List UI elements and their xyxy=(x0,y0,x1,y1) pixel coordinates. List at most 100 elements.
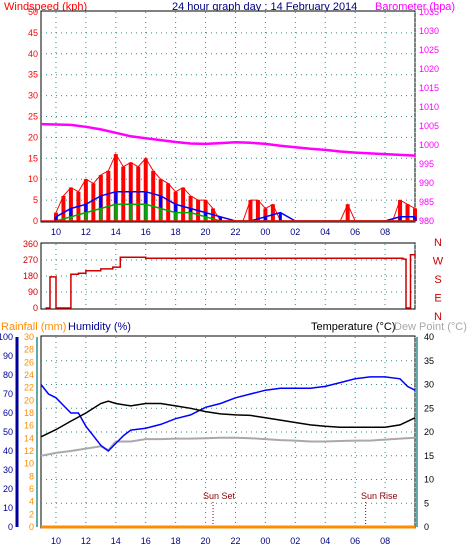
humidity-ytick-30: 30 xyxy=(3,465,13,475)
gust-bar xyxy=(83,179,88,221)
compass-N-0: N xyxy=(434,237,442,249)
rain-ytick-8: 8 xyxy=(29,471,34,481)
wind-xtick-22: 22 xyxy=(230,227,240,237)
temp-xtick-10: 10 xyxy=(51,536,61,546)
gust-bar xyxy=(255,200,260,221)
temp-xtick-00: 00 xyxy=(260,536,270,546)
barometer-axis-label: Barometer (hpa) xyxy=(375,1,455,13)
lull-bar xyxy=(84,212,88,221)
average-bar xyxy=(219,216,223,221)
humidity-ytick-20: 20 xyxy=(3,484,13,494)
gust-bar xyxy=(143,158,148,221)
baro-ytick-1005: 1005 xyxy=(419,121,439,131)
lull-bar xyxy=(99,208,103,221)
rain-ytick-10: 10 xyxy=(24,459,34,469)
compass-W-1: W xyxy=(433,256,444,268)
wind-ytick-25: 25 xyxy=(28,112,38,122)
series xyxy=(40,122,417,529)
baro-ytick-1035: 1035 xyxy=(419,7,439,17)
wind-ytick-40: 40 xyxy=(28,49,38,59)
gust-bar xyxy=(248,200,253,221)
average-bar xyxy=(69,208,73,221)
dir-ytick-0: 0 xyxy=(33,303,38,313)
humidity-ytick-100: 100 xyxy=(0,332,13,342)
wind-xtick-06: 06 xyxy=(350,227,360,237)
lull-bar xyxy=(189,212,193,221)
temp-ytick-35: 35 xyxy=(424,356,434,366)
wind-xtick-16: 16 xyxy=(141,227,151,237)
wind-ytick-35: 35 xyxy=(28,70,38,80)
baro-ytick-995: 995 xyxy=(419,159,434,169)
gust-bar xyxy=(91,183,96,221)
baro-ytick-985: 985 xyxy=(419,197,434,207)
temperature-axis-label: Temperature (°C) xyxy=(311,321,395,333)
temp-ytick-20: 20 xyxy=(424,427,434,437)
rain-ytick-30: 30 xyxy=(24,332,34,342)
temp-xtick-12: 12 xyxy=(81,536,91,546)
lull-bar xyxy=(69,216,73,221)
rain-ytick-4: 4 xyxy=(29,497,34,507)
wind-xtick-00: 00 xyxy=(260,227,270,237)
rain-ytick-26: 26 xyxy=(24,357,34,367)
temp-xtick-20: 20 xyxy=(201,536,211,546)
wind-xtick-20: 20 xyxy=(201,227,211,237)
temp-ytick-25: 25 xyxy=(424,403,434,413)
gust-bar xyxy=(345,204,350,221)
gust-bar xyxy=(263,208,268,221)
barometer-line xyxy=(40,122,416,157)
temperature-line xyxy=(40,400,416,438)
temp-xtick-14: 14 xyxy=(111,536,121,546)
windspeed-axis-label: Windspeed (kph) xyxy=(4,1,87,13)
compass-N-4: N xyxy=(434,311,442,323)
temp-xtick-22: 22 xyxy=(230,536,240,546)
humidity-line xyxy=(40,376,416,452)
baro-ytick-1000: 1000 xyxy=(419,140,439,150)
rain-ytick-22: 22 xyxy=(24,383,34,393)
wind-ytick-45: 45 xyxy=(28,28,38,38)
wind-xtick-14: 14 xyxy=(111,227,121,237)
humidity-ytick-0: 0 xyxy=(8,522,13,532)
rain-ytick-20: 20 xyxy=(24,395,34,405)
humidity-ytick-50: 50 xyxy=(3,427,13,437)
wind-xtick-02: 02 xyxy=(290,227,300,237)
average-bar xyxy=(398,216,402,221)
temp-panel-frame xyxy=(40,335,416,529)
sunrise-label: Sun Rise xyxy=(361,491,398,501)
dir-ytick-270: 270 xyxy=(23,255,38,265)
temp-xtick-18: 18 xyxy=(171,536,181,546)
rain-ytick-16: 16 xyxy=(24,421,34,431)
wind-ytick-20: 20 xyxy=(28,132,38,142)
rain-ytick-6: 6 xyxy=(29,484,34,494)
temp-ytick-5: 5 xyxy=(424,498,429,508)
baro-ytick-980: 980 xyxy=(419,216,434,226)
rain-ytick-0: 0 xyxy=(29,522,34,532)
gust-bar xyxy=(151,170,156,221)
wind-xtick-10: 10 xyxy=(51,227,61,237)
humidity-ytick-40: 40 xyxy=(3,446,13,456)
wind-ytick-50: 50 xyxy=(28,7,38,17)
wind-ytick-5: 5 xyxy=(33,195,38,205)
baro-ytick-1015: 1015 xyxy=(419,83,439,93)
lull-bar xyxy=(114,204,118,221)
baro-ytick-1020: 1020 xyxy=(419,64,439,74)
average-bar xyxy=(413,216,417,221)
wind-xtick-08: 08 xyxy=(380,227,390,237)
temp-xtick-02: 02 xyxy=(290,536,300,546)
compass-E-3: E xyxy=(434,293,441,305)
rain-ytick-18: 18 xyxy=(24,408,34,418)
lull-bar xyxy=(144,204,148,221)
humidity-ytick-70: 70 xyxy=(3,389,13,399)
gust-bar xyxy=(113,154,118,221)
temp-ytick-40: 40 xyxy=(424,332,434,342)
gust-bar xyxy=(398,200,403,221)
baro-ytick-1025: 1025 xyxy=(419,45,439,55)
temp-xtick-06: 06 xyxy=(350,536,360,546)
lull-bar xyxy=(174,212,178,221)
gust-bar xyxy=(61,195,66,221)
wind-ytick-10: 10 xyxy=(28,174,38,184)
gust-bar xyxy=(166,183,171,221)
average-bar xyxy=(54,216,58,221)
dewpoint-axis-label: Dew Point (°C) xyxy=(394,321,467,333)
